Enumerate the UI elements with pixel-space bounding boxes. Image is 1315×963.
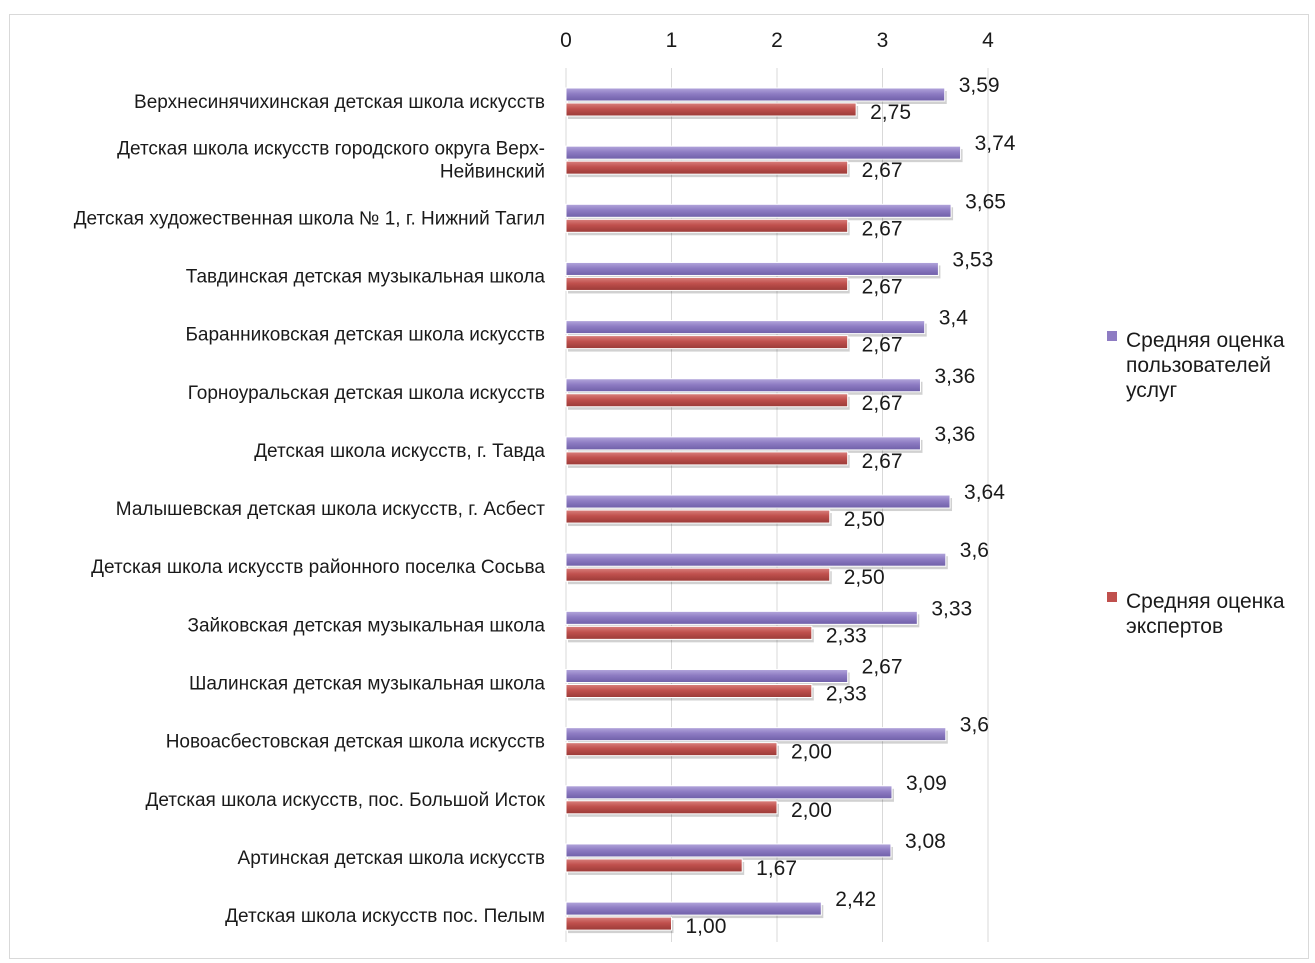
category-label: Малышевская детская школа искусств, г. А… <box>116 499 545 520</box>
chart-frame <box>9 14 1309 959</box>
category-label: Детская школа искусств, пос. Большой Ист… <box>145 790 545 811</box>
bar-experts <box>565 160 849 175</box>
data-label-users: 3,65 <box>965 190 1006 213</box>
bar-users <box>565 436 921 451</box>
x-tick-label: 1 <box>666 29 678 52</box>
bar-users <box>565 494 951 509</box>
data-label-experts: 2,67 <box>862 450 903 473</box>
bar-users <box>565 727 947 742</box>
data-label-experts: 2,00 <box>791 741 832 764</box>
bar-experts <box>565 102 857 117</box>
data-labels: 3,59 3,74 3,65 3,53 3,4 3,36 3,36 3,64 3,6 3,33 2,… <box>686 74 1016 938</box>
legend-label-experts: Средняя оценка экспертов <box>1126 590 1285 638</box>
x-tick-label: 2 <box>771 29 783 52</box>
bar-users <box>565 785 893 800</box>
data-label-users: 3,33 <box>931 597 972 620</box>
data-label-users: 3,36 <box>934 365 975 388</box>
data-label-users: 3,4 <box>939 307 969 330</box>
category-label: Новоасбестовская детская школа искусств <box>166 732 545 753</box>
bar-experts <box>565 742 778 757</box>
bar-experts <box>565 800 778 815</box>
x-axis-ticks: 0 1 2 3 4 <box>560 29 994 52</box>
category-label: Детская школа искусств пос. Пелым <box>225 906 545 927</box>
data-label-users: 3,64 <box>964 481 1005 504</box>
data-label-experts: 1,00 <box>686 915 727 938</box>
data-label-users: 3,6 <box>960 539 989 562</box>
data-label-users: 3,36 <box>934 423 975 446</box>
legend-swatch-users <box>1107 331 1117 341</box>
category-label: Детская художественная школа № 1, г. Ниж… <box>74 208 545 229</box>
data-label-experts: 2,50 <box>844 566 885 589</box>
bar-experts <box>565 393 849 408</box>
legend-label-users: Средняя оценка пользователей услуг <box>1126 329 1285 402</box>
bar-experts <box>565 625 813 640</box>
x-tick-label: 0 <box>560 29 572 52</box>
legend: Средняя оценка пользователей услуг Средняя … <box>1107 329 1285 638</box>
data-label-users: 2,67 <box>862 656 903 679</box>
x-tick-label: 3 <box>877 29 889 52</box>
category-label: Верхнесинячихинская детская школа искусс… <box>134 92 545 113</box>
bar-users <box>565 552 947 567</box>
data-label-experts: 1,67 <box>756 857 797 880</box>
category-label: Баранниковская детская школа искусств <box>185 325 545 346</box>
data-label-experts: 2,67 <box>862 392 903 415</box>
bar-experts <box>565 858 743 873</box>
category-label: Артинская детская школа искусств <box>238 848 545 869</box>
bar-users <box>565 203 952 218</box>
bar-experts <box>565 684 813 698</box>
bar-experts <box>565 218 849 233</box>
data-label-experts: 2,33 <box>826 683 867 706</box>
bar-users <box>565 669 849 683</box>
data-label-experts: 2,67 <box>862 334 903 357</box>
category-label: Шалинская детская музыкальная школа <box>189 674 545 695</box>
bar-users <box>565 610 918 625</box>
legend-swatch-experts <box>1107 592 1117 602</box>
data-label-users: 3,74 <box>975 132 1016 155</box>
category-label: Детская школа искусств, г. Тавда <box>254 441 545 462</box>
data-label-experts: 2,33 <box>826 624 867 647</box>
bar-users <box>565 320 926 335</box>
bar-users <box>565 901 822 916</box>
data-label-users: 3,08 <box>905 830 946 853</box>
category-label: Детская школа искусств городского округа… <box>117 139 545 183</box>
bar-experts <box>565 567 831 582</box>
data-label-users: 2,42 <box>835 888 876 911</box>
category-label: Зайковская детская музыкальная школа <box>188 615 546 636</box>
data-label-users: 3,09 <box>906 772 947 795</box>
bar-experts <box>565 276 849 291</box>
data-label-experts: 2,67 <box>862 159 903 182</box>
category-label: Тавдинская детская музыкальная школа <box>186 266 546 287</box>
data-label-experts: 2,67 <box>862 217 903 240</box>
data-label-users: 3,59 <box>959 74 1000 97</box>
category-label: Детская школа искусств районного поселка… <box>91 557 545 578</box>
bar-users <box>565 261 939 276</box>
data-label-users: 3,53 <box>952 248 993 271</box>
data-label-experts: 2,50 <box>844 508 885 531</box>
bar-experts <box>565 916 672 931</box>
bar-experts <box>565 335 849 350</box>
bars <box>565 87 963 934</box>
data-label-experts: 2,75 <box>870 101 911 124</box>
category-label: Горноуральская детская школа искусств <box>188 383 545 404</box>
bar-users <box>565 87 946 102</box>
x-tick-label: 4 <box>982 29 994 52</box>
bar-users <box>565 843 892 858</box>
data-label-users: 3,6 <box>960 714 989 737</box>
data-label-experts: 2,00 <box>791 799 832 822</box>
category-labels: Верхнесинячихинская детская школа искусс… <box>74 92 546 927</box>
bar-experts <box>565 451 849 466</box>
bar-users <box>565 378 921 393</box>
data-label-experts: 2,67 <box>862 275 903 298</box>
bar-experts <box>565 509 831 524</box>
bar-users <box>565 145 962 160</box>
